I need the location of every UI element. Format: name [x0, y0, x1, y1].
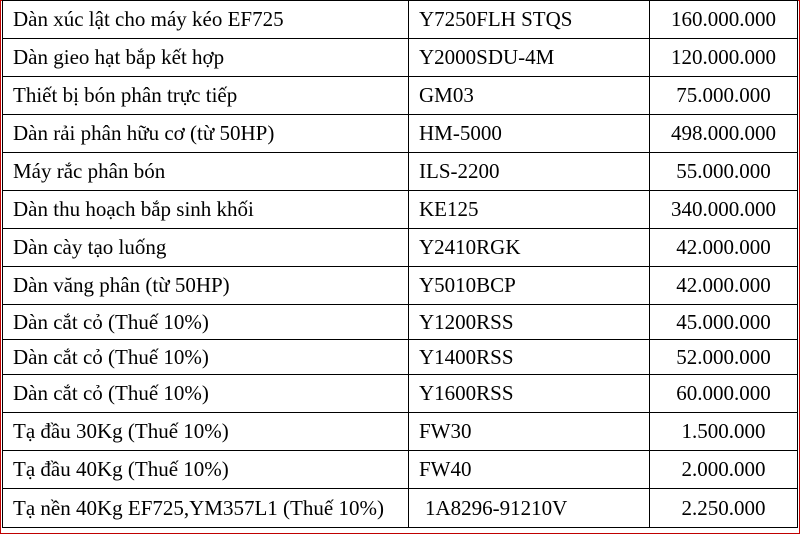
price-cell: 45.000.000	[649, 304, 798, 340]
price-cell: 42.000.000	[649, 228, 798, 267]
model-code-cell: FW40	[408, 450, 650, 489]
product-name-cell: Dàn văng phân (từ 50HP)	[2, 266, 409, 305]
table-row: Tạ nền 40Kg EF725,YM357L1 (Thuế 10%) 1A8…	[2, 488, 798, 528]
model-code-cell: GM03	[408, 76, 650, 115]
table-row: Dàn gieo hạt bắp kết hợp Y2000SDU-4M 120…	[2, 38, 798, 77]
product-name-cell: Dàn gieo hạt bắp kết hợp	[2, 38, 409, 77]
price-cell: 2.250.000	[649, 488, 798, 528]
model-code-cell: FW30	[408, 412, 650, 451]
product-name-cell: Dàn cắt cỏ (Thuế 10%)	[2, 304, 409, 340]
table-row: Tạ đầu 30Kg (Thuế 10%) FW30 1.500.000	[2, 412, 798, 451]
table-row: Thiết bị bón phân trực tiếp GM03 75.000.…	[2, 76, 798, 115]
table-row: Dàn cắt cỏ (Thuế 10%) Y1200RSS 45.000.00…	[2, 304, 798, 340]
product-name-cell: Dàn cắt cỏ (Thuế 10%)	[2, 374, 409, 413]
product-name-cell: Dàn rải phân hữu cơ (từ 50HP)	[2, 114, 409, 153]
price-cell: 55.000.000	[649, 152, 798, 191]
table-row: Dàn cày tạo luống Y2410RGK 42.000.000	[2, 228, 798, 267]
model-code-cell: KE125	[408, 190, 650, 229]
price-cell: 52.000.000	[649, 339, 798, 375]
model-code-cell: HM-5000	[408, 114, 650, 153]
table-row: Dàn văng phân (từ 50HP) Y5010BCP 42.000.…	[2, 266, 798, 305]
model-code-cell: Y1200RSS	[408, 304, 650, 340]
table-row: Dàn xúc lật cho máy kéo EF725 Y7250FLH S…	[2, 0, 798, 39]
product-name-cell: Tạ nền 40Kg EF725,YM357L1 (Thuế 10%)	[2, 488, 409, 528]
price-cell: 498.000.000	[649, 114, 798, 153]
model-code-cell: Y1400RSS	[408, 339, 650, 375]
product-name-cell: Thiết bị bón phân trực tiếp	[2, 76, 409, 115]
product-name-cell: Tạ đầu 30Kg (Thuế 10%)	[2, 412, 409, 451]
model-code-cell: Y1600RSS	[408, 374, 650, 413]
product-name-cell: Dàn thu hoạch bắp sinh khối	[2, 190, 409, 229]
table-row: Dàn cắt cỏ (Thuế 10%) Y1400RSS 52.000.00…	[2, 339, 798, 375]
table-row: Dàn rải phân hữu cơ (từ 50HP) HM-5000 49…	[2, 114, 798, 153]
model-code-cell: ILS-2200	[408, 152, 650, 191]
model-code-cell: 1A8296-91210V	[408, 488, 650, 528]
product-name-cell: Dàn cắt cỏ (Thuế 10%)	[2, 339, 409, 375]
table-row: Tạ đầu 40Kg (Thuế 10%) FW40 2.000.000	[2, 450, 798, 489]
price-cell: 120.000.000	[649, 38, 798, 77]
product-name-cell: Máy rắc phân bón	[2, 152, 409, 191]
price-cell: 42.000.000	[649, 266, 798, 305]
price-cell: 160.000.000	[649, 0, 798, 39]
model-code-cell: Y7250FLH STQS	[408, 0, 650, 39]
price-cell: 60.000.000	[649, 374, 798, 413]
price-cell: 340.000.000	[649, 190, 798, 229]
product-name-cell: Dàn cày tạo luống	[2, 228, 409, 267]
model-code-cell: Y2000SDU-4M	[408, 38, 650, 77]
table-row: Dàn cắt cỏ (Thuế 10%) Y1600RSS 60.000.00…	[2, 374, 798, 413]
table-row: Dàn thu hoạch bắp sinh khối KE125 340.00…	[2, 190, 798, 229]
price-cell: 1.500.000	[649, 412, 798, 451]
price-cell: 75.000.000	[649, 76, 798, 115]
price-cell: 2.000.000	[649, 450, 798, 489]
table-row: Máy rắc phân bón ILS-2200 55.000.000	[2, 152, 798, 191]
model-code-cell: Y5010BCP	[408, 266, 650, 305]
product-name-cell: Dàn xúc lật cho máy kéo EF725	[2, 0, 409, 39]
model-code-cell: Y2410RGK	[408, 228, 650, 267]
product-name-cell: Tạ đầu 40Kg (Thuế 10%)	[2, 450, 409, 489]
